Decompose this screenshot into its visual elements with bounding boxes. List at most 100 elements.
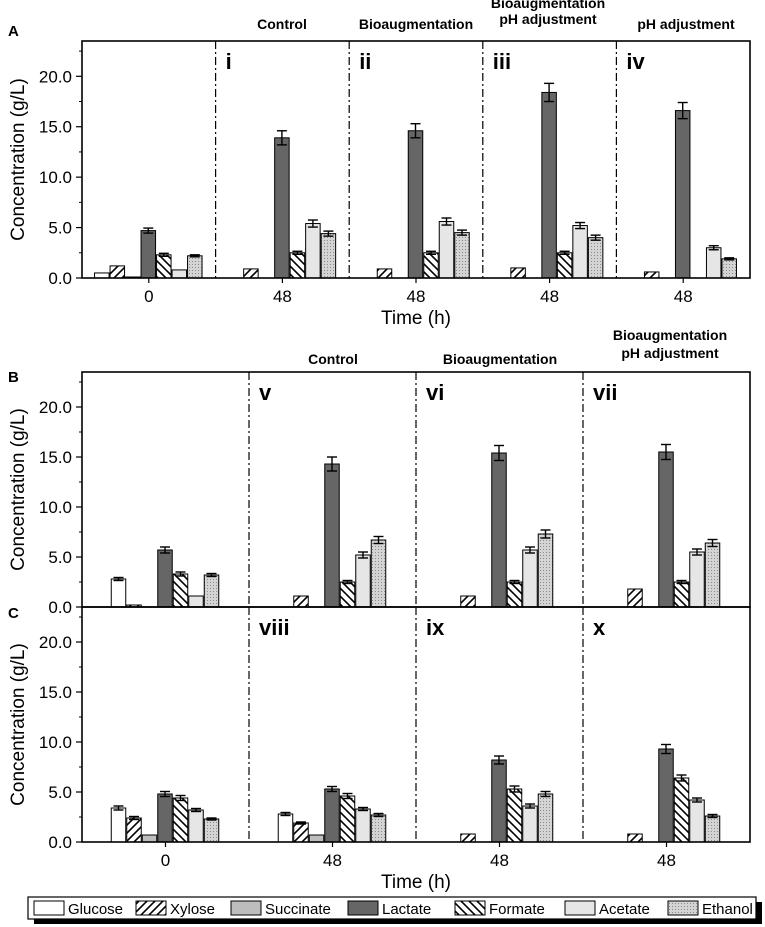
bar-xylose [510,267,526,279]
bar-ethanol [454,232,470,279]
legend-swatch-xylose [135,900,167,916]
bar-acetate [689,551,705,608]
bar-formate [339,581,356,608]
x-axis-title: Time (h) [381,872,451,893]
y-tick-label: 0.0 [48,269,72,288]
y-axis-title: Concentration (g/L) [8,78,29,241]
bar-xylose [460,595,476,608]
bar-acetate [522,805,538,843]
bar-xylose [460,833,476,843]
legend: Glucose Xylose Succinate Lactate Formate Acet… [27,896,762,924]
bar-formate [172,797,189,843]
bar-formate [673,581,690,608]
y-tick-label: 0.0 [48,833,72,852]
y-tick-label: 10.0 [39,498,72,517]
bar-acetate [572,225,588,279]
roman-numeral: ix [426,615,445,640]
panel-letter: A [8,23,19,40]
legend-swatch-ethanol [667,900,699,916]
y-tick-label: 5.0 [48,783,72,802]
bar-ethanol [704,542,721,608]
y-tick-label: 15.0 [39,448,72,467]
legend-swatch-glucose [33,900,65,916]
x-tick-label: 48 [273,287,292,306]
bar-ethanol [203,574,220,608]
x-tick-label: 0 [144,287,153,306]
legend-label-ethanol: Ethanol [702,901,753,918]
bar-ethanol [320,233,337,279]
bar-lactate [541,91,557,279]
bar-xylose [293,822,309,843]
x-tick-label: 48 [657,851,676,870]
bar-acetate [355,808,371,843]
legend-swatch-lactate [347,900,379,916]
bar-lactate [674,110,691,279]
bar-xylose [627,588,643,608]
bar-ethanol [704,815,721,843]
y-tick-label: 20.0 [39,67,72,86]
x-tick-label: 48 [323,851,342,870]
bar-lactate [140,230,157,279]
condition-label: Bioaugmentation [443,351,557,367]
bar-ethanol [203,818,220,843]
roman-numeral: viii [259,615,290,640]
y-tick-label: 20.0 [39,398,72,417]
panel-a-chart: 0.0 5.0 10.0 15.0 20.0 Concentration (g/L) A 0 i… [8,0,751,329]
bar-formate [156,254,172,279]
bar-formate [172,573,189,608]
bar-lactate [407,130,424,279]
bar-ethanol [187,255,203,279]
bar-acetate [705,247,722,279]
legend-swatch-succinate [230,900,262,916]
roman-numeral: v [259,380,272,405]
x-tick-label: 48 [407,287,426,306]
x-axis-title: Time (h) [381,308,451,329]
bar-ethanol [587,237,604,279]
bar-formate [506,581,523,608]
condition-label: Bioaugmentation [359,16,473,32]
y-tick-label: 15.0 [39,683,72,702]
condition-label: Control [308,351,358,367]
roman-numeral: iii [493,49,511,74]
bar-xylose [643,271,660,279]
x-tick-label: 48 [674,287,693,306]
y-axis-title: Concentration (g/L) [8,643,29,806]
bar-lactate [157,549,173,608]
bar-ethanol [537,533,554,608]
condition-label: pH adjustment [499,11,597,27]
roman-numeral: vii [593,380,617,405]
panel-b-chart: 0.0 5.0 10.0 15.0 20.0 Concentration (g/L) Bv C… [8,327,751,617]
condition-label: Bioaugmentation [613,327,727,343]
legend-label-succinate: Succinate [265,901,331,918]
bar-ethanol [370,539,387,608]
bar-xylose [109,265,126,279]
y-tick-label: 20.0 [39,633,72,652]
bar-acetate [355,554,371,608]
bar-acetate [188,595,204,608]
bar-lactate [274,137,290,279]
bar-formate [289,252,306,279]
bar-lactate [491,452,507,608]
bar-xylose [243,268,259,279]
condition-label: Bioaugmentation [491,0,605,11]
bar-formate [556,252,573,279]
y-tick-label: 10.0 [39,168,72,187]
bar-lactate [658,748,674,843]
y-tick-label: 15.0 [39,118,72,137]
y-tick-label: 5.0 [48,548,72,567]
y-tick-label: 10.0 [39,733,72,752]
condition-label: pH adjustment [621,345,719,361]
bar-acetate [689,799,705,843]
plot-frame [81,40,751,279]
condition-label: Control [257,16,307,32]
bar-acetate [522,549,538,608]
legend-label-acetate: Acetate [599,901,650,918]
roman-numeral: x [593,615,606,640]
x-tick-label: 48 [540,287,559,306]
bar-formate [339,795,356,843]
bar-glucose [110,807,127,843]
roman-numeral: vi [426,380,444,405]
bar-lactate [658,451,674,608]
bar-xylose [376,268,393,279]
bar-acetate [171,269,188,279]
